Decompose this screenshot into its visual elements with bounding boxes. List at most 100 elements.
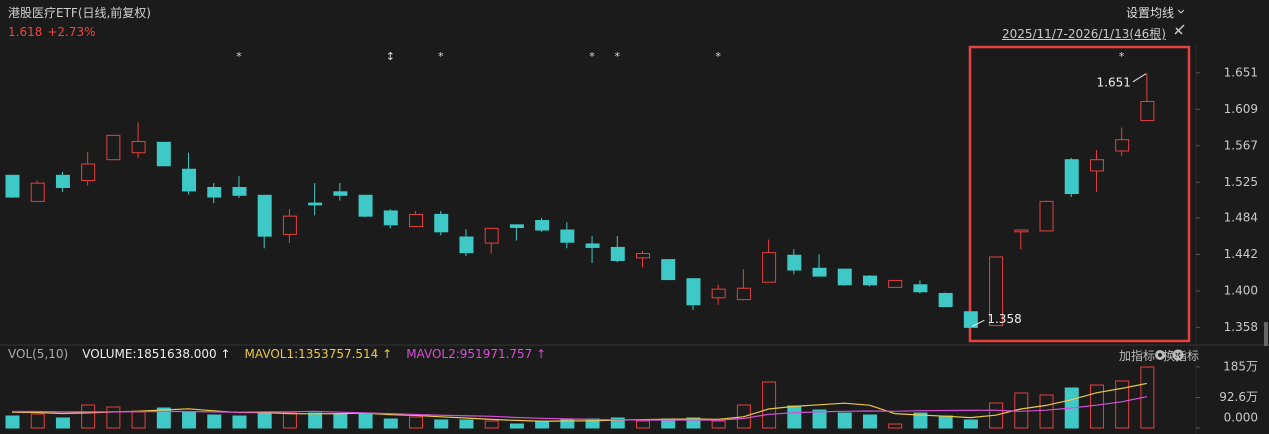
y-tick-label: 1.651 (1224, 65, 1258, 79)
y-tick-label: 185万 (1223, 360, 1258, 374)
candle-body (106, 134, 121, 161)
candle-body (610, 246, 625, 261)
mavol2-value: MAVOL2:951971.757 ↑ (406, 347, 547, 361)
volume-bar (232, 415, 247, 429)
add-indicator[interactable]: 加指标 (1118, 349, 1155, 363)
high-label: 1.651 (1097, 75, 1131, 89)
switch-indicator[interactable]: 换指标 (1162, 349, 1199, 363)
candle-body (156, 141, 171, 167)
candle-body (81, 163, 96, 182)
volume-legend: VOL(5,10) VOLUME:1851638.000 ↑ MAVOL1:13… (8, 347, 546, 361)
candle-body (560, 229, 575, 243)
volume-bar (5, 415, 20, 429)
volume-bar (560, 418, 575, 429)
candle-body (207, 186, 222, 198)
candle-body (232, 186, 247, 196)
candle-body (585, 243, 600, 248)
event-marker: * (715, 50, 721, 63)
candle-body (55, 174, 70, 188)
candle-body (182, 168, 197, 192)
candle-body (938, 292, 953, 308)
candle-body (509, 224, 524, 228)
volume-bar (333, 413, 348, 429)
scroll-handle[interactable] (1264, 322, 1268, 346)
volume-bar (787, 405, 802, 429)
event-marker: * (615, 50, 621, 63)
candle-body (762, 252, 777, 283)
volume-bar (762, 381, 777, 429)
candle-body (862, 275, 877, 286)
toolbar: 加指标 换指标 (1119, 347, 1199, 364)
volume-bar (686, 417, 701, 429)
candle-body (686, 278, 701, 306)
candle-body (358, 194, 373, 217)
volume-bar (182, 411, 197, 429)
candle-body (989, 256, 1004, 327)
y-tick-label: 1.442 (1224, 247, 1258, 261)
y-tick-label: 1.567 (1224, 138, 1258, 152)
volume-bar (938, 415, 953, 429)
pin-icon[interactable] (1174, 24, 1185, 35)
volume-bar (434, 419, 449, 429)
volume-bar (535, 420, 550, 429)
y-tick-label: 0.000 (1224, 411, 1258, 425)
candle-body (787, 254, 802, 271)
volume-bar (888, 423, 903, 429)
volume-bar (862, 414, 877, 429)
volume-value: VOLUME:1851638.000 ↑ (82, 347, 231, 361)
candle-body (736, 287, 751, 301)
volume-bar (1039, 394, 1054, 429)
candle-body (333, 191, 348, 196)
volume-bar (459, 419, 474, 429)
candle-body (1039, 200, 1054, 232)
volume-bar (812, 409, 827, 429)
candle-body (383, 210, 398, 226)
y-tick-label: 1.484 (1224, 210, 1258, 224)
candle-body (661, 259, 676, 281)
candle-body (1014, 229, 1029, 233)
candle-body (963, 311, 978, 328)
candle-body (131, 140, 146, 154)
candle-body (888, 279, 903, 288)
low-arrow (972, 319, 985, 327)
change: +2.73% (47, 25, 96, 39)
volume-bar (308, 412, 323, 429)
volume-bar (963, 419, 978, 429)
candle-body (636, 253, 650, 259)
candle-body (535, 219, 550, 231)
volume-bar (358, 413, 373, 429)
event-marker: * (236, 50, 242, 63)
volume-bar (1089, 384, 1104, 429)
volume-bar (81, 404, 96, 429)
gear-icon[interactable] (1155, 350, 1165, 360)
candle-body (812, 267, 827, 277)
candle-body (913, 284, 928, 293)
candle-body (711, 288, 726, 299)
volume-bar (837, 412, 852, 429)
candle-body (1140, 100, 1155, 122)
volume-bar (509, 423, 524, 429)
volume-bar (409, 416, 424, 429)
candle-body (5, 174, 20, 198)
dropdown-caret[interactable] (1177, 9, 1185, 14)
candle-body (1115, 139, 1130, 152)
settings-button[interactable]: 设置均线 (1125, 6, 1174, 20)
volume-bar (55, 417, 70, 429)
low-label: 1.358 (987, 312, 1021, 326)
volume-bar (207, 414, 222, 429)
volume-bar (30, 413, 45, 429)
candle-body (459, 236, 474, 254)
mavol1-value: MAVOL1:1353757.514 ↑ (244, 347, 393, 361)
volume-bar (484, 420, 499, 429)
event-marker: * (1119, 50, 1125, 63)
ma-line (11, 382, 1148, 422)
volume-bar (610, 417, 625, 429)
volume-bar (711, 420, 726, 429)
date-range[interactable]: 2025/11/7-2026/1/13(46根) (1001, 27, 1166, 41)
candle-body (282, 215, 297, 235)
candle-body (1089, 159, 1104, 172)
close-icon[interactable] (1172, 349, 1184, 361)
title: 港股医疗ETF(日线,前复权) (8, 6, 151, 20)
